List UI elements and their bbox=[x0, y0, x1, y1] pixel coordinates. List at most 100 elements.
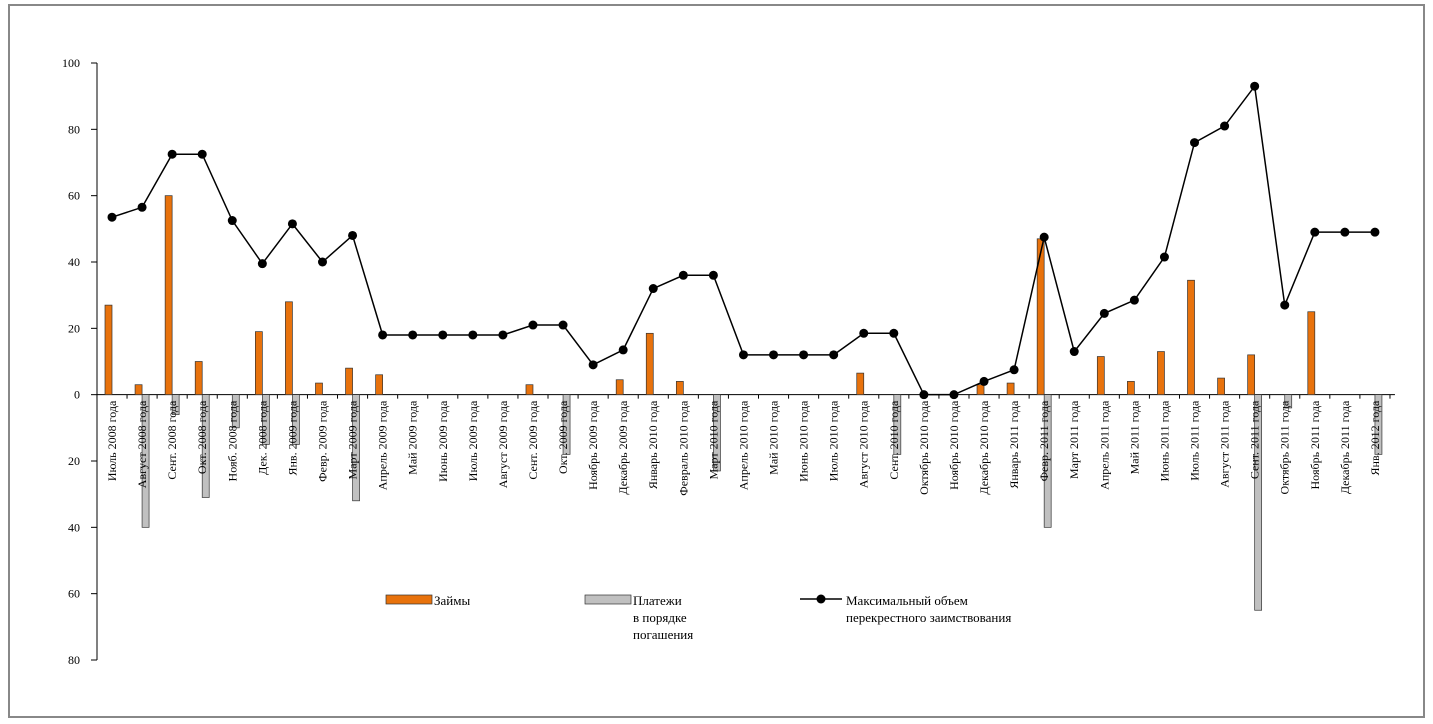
point bbox=[197, 149, 207, 159]
legend-label: Платежи в порядке погашения bbox=[633, 593, 694, 642]
point bbox=[498, 330, 508, 340]
x-tick-label: Август 2008 года bbox=[135, 400, 149, 488]
point bbox=[588, 360, 598, 370]
bar bbox=[285, 301, 293, 396]
point bbox=[1370, 227, 1380, 237]
x-tick-label: Янв. 2012 года bbox=[1368, 400, 1382, 475]
frame bbox=[8, 4, 1425, 718]
bar bbox=[1247, 354, 1256, 396]
point bbox=[468, 330, 478, 340]
bar bbox=[1284, 394, 1293, 409]
bar bbox=[345, 367, 353, 396]
point bbox=[829, 350, 839, 360]
x-tick-label: Январь 2010 года bbox=[646, 400, 660, 489]
x-tick-label: Ноябрь 2011 года bbox=[1308, 400, 1322, 489]
bar bbox=[893, 394, 902, 455]
bar bbox=[352, 394, 360, 502]
bar bbox=[201, 394, 210, 498]
bar bbox=[1254, 394, 1263, 611]
point bbox=[257, 259, 267, 269]
x-tick-label: Июль 2010 года bbox=[827, 400, 841, 481]
x-tick-label: Июнь 2010 года bbox=[797, 400, 811, 482]
y-tick-label: 20 bbox=[68, 321, 80, 335]
point bbox=[348, 230, 358, 240]
point bbox=[137, 202, 147, 212]
point bbox=[1009, 365, 1019, 375]
bar bbox=[1374, 394, 1383, 455]
point bbox=[227, 216, 237, 226]
point bbox=[738, 350, 748, 360]
point bbox=[799, 350, 809, 360]
x-tick-label: Декабрь 2009 года bbox=[616, 400, 630, 495]
y-tick-label: 60 bbox=[68, 189, 80, 203]
point bbox=[769, 350, 779, 360]
x-tick-label: Июнь 2011 года bbox=[1157, 400, 1171, 481]
point bbox=[528, 320, 538, 330]
point bbox=[1220, 121, 1230, 131]
point bbox=[1190, 138, 1200, 148]
point bbox=[317, 257, 327, 267]
point bbox=[889, 328, 899, 338]
bar bbox=[1217, 377, 1225, 396]
point bbox=[979, 376, 989, 386]
legend-label: Займы bbox=[434, 593, 471, 608]
x-tick-label: Июнь 2009 года bbox=[436, 400, 450, 482]
bar bbox=[262, 394, 270, 445]
bar bbox=[375, 374, 383, 396]
bar bbox=[1127, 381, 1135, 396]
point bbox=[1340, 227, 1350, 237]
point bbox=[558, 320, 568, 330]
line bbox=[111, 84, 1375, 396]
point bbox=[919, 390, 929, 400]
x-tick-label: Март 2010 года bbox=[706, 400, 720, 479]
y-tick-label: 100 bbox=[62, 56, 80, 70]
bar bbox=[1187, 279, 1195, 396]
y-tick-label: 20 bbox=[68, 454, 80, 468]
bar bbox=[1157, 351, 1165, 396]
point bbox=[1129, 295, 1139, 305]
point bbox=[1039, 232, 1049, 242]
point bbox=[167, 149, 177, 159]
point bbox=[708, 270, 718, 280]
x-tick-label: Дек. 2008 года bbox=[255, 400, 269, 475]
bar bbox=[104, 304, 113, 396]
y-tick-label: 0 bbox=[74, 388, 80, 402]
bar bbox=[231, 394, 240, 429]
point bbox=[1280, 300, 1290, 310]
x-tick-label: Сент. 2008 года bbox=[165, 400, 179, 480]
x-tick-label: Август 2011 года bbox=[1218, 400, 1232, 488]
x-tick-label: Ноябрь 2009 года bbox=[586, 400, 600, 490]
y-tick-label: 80 bbox=[68, 653, 80, 667]
point bbox=[678, 270, 688, 280]
point bbox=[1250, 81, 1260, 91]
bar bbox=[164, 195, 173, 396]
x-tick-label: Октябрь 2011 года bbox=[1278, 400, 1292, 494]
x-tick-label: Март 2011 года bbox=[1067, 400, 1081, 479]
legend-swatch bbox=[816, 594, 826, 604]
x-tick-label: Сент. 2009 года bbox=[526, 400, 540, 480]
x-tick-label: Окт. 2009 года bbox=[556, 400, 570, 474]
x-tick-label: Янв. 2009 года bbox=[285, 400, 299, 475]
bar bbox=[171, 394, 180, 415]
x-tick-label: Сент. 2011 года bbox=[1248, 400, 1262, 479]
y-tick-label: 40 bbox=[68, 255, 80, 269]
point bbox=[1310, 227, 1320, 237]
point bbox=[1099, 308, 1109, 318]
legend-swatch bbox=[385, 594, 433, 605]
bar bbox=[525, 384, 534, 396]
x-tick-label: Май 2009 года bbox=[406, 400, 420, 475]
x-tick-label: Июль 2011 года bbox=[1188, 400, 1202, 481]
x-tick-label: Окт. 2008 года bbox=[195, 400, 209, 474]
x-tick-label: Апрель 2010 года bbox=[736, 400, 750, 490]
x-tick-label: Февраль 2010 года bbox=[676, 400, 690, 496]
bar bbox=[713, 394, 721, 472]
y-tick-label: 80 bbox=[68, 122, 80, 136]
x-tick-label: Февр. 2009 года bbox=[315, 400, 329, 482]
y-tick-label: 40 bbox=[68, 520, 80, 534]
x-tick-label: Декабрь 2010 года bbox=[977, 400, 991, 495]
x-tick-label: Апрель 2011 года bbox=[1097, 400, 1111, 490]
bar bbox=[255, 331, 263, 396]
x-tick-label: Ноябрь 2010 года bbox=[947, 400, 961, 490]
x-tick-label: Декабрь 2011 года bbox=[1338, 400, 1352, 494]
